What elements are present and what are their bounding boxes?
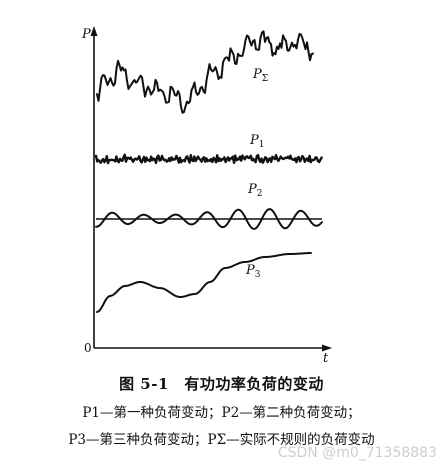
series-p1-label: P1 <box>249 133 264 150</box>
origin-label: 0 <box>84 341 92 355</box>
y-axis-arrow <box>90 26 98 36</box>
x-axis-label: t <box>323 351 329 366</box>
load-variation-chart: P t 0 PΣ P1 P2 P3 <box>81 26 332 366</box>
series-p3-line <box>96 252 312 313</box>
series-p2-line <box>95 208 323 230</box>
caption-title: 图 5-1 有功功率负荷的变动 <box>119 375 324 393</box>
y-axis-label: P <box>81 27 91 42</box>
watermark: CSDN @m0_71358883 <box>277 445 437 461</box>
series-p2-label: P2 <box>247 182 262 199</box>
x-axis-arrow <box>322 344 332 352</box>
series-p3-label: P3 <box>245 263 261 280</box>
caption-line-2: P3—第三种负荷变动；PΣ—实际不规则的负荷变动 <box>68 432 375 448</box>
series-psum-line <box>96 30 314 114</box>
series-p1-line <box>94 153 323 165</box>
series-psum-label: PΣ <box>252 67 268 84</box>
caption-line-1: P1—第一种负荷变动；P2—第二种负荷变动； <box>82 405 361 421</box>
